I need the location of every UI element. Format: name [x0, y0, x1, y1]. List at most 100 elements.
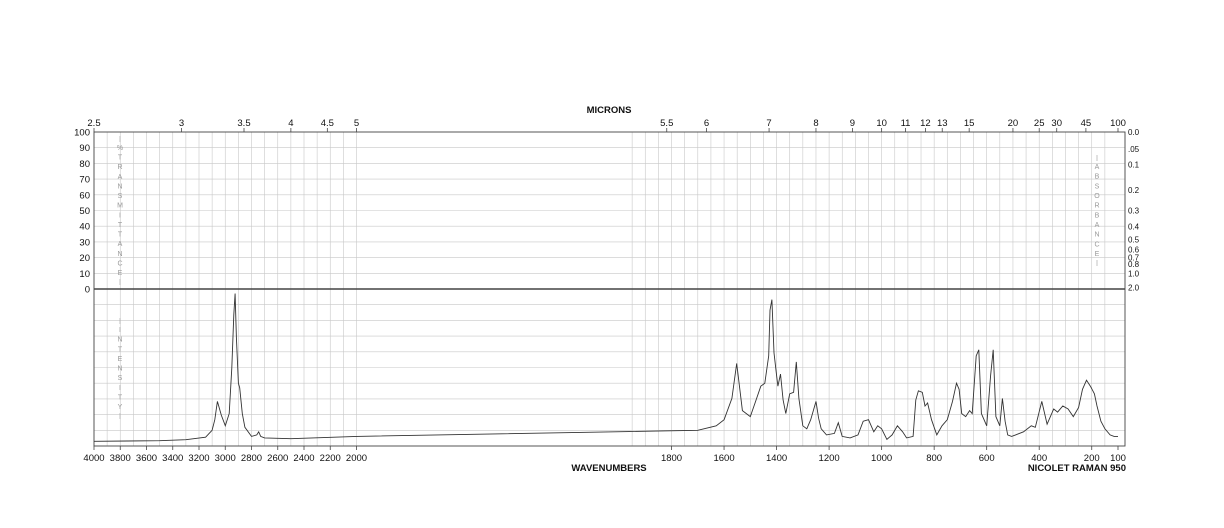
transmittance-vertical-label-letter: R	[117, 164, 122, 171]
wavenumber-tick-label: 3200	[188, 453, 209, 464]
absorbance-tick-label: 0.3	[1128, 206, 1140, 215]
micron-tick-label: 5	[354, 118, 359, 129]
transmittance-tick-label: 10	[79, 269, 90, 280]
transmittance-vertical-label-letter: I	[119, 212, 121, 219]
intensity-vertical-label-letter: I	[119, 327, 121, 334]
absorbance-tick-label: 0.4	[1128, 222, 1140, 231]
transmittance-tick-label: 70	[79, 175, 90, 186]
instrument-label: NICOLET RAMAN 950	[1028, 463, 1126, 474]
transmittance-vertical-label-letter: A	[118, 241, 123, 248]
micron-tick-label: 4	[288, 118, 293, 129]
micron-tick-label: 6	[704, 118, 709, 129]
intensity-vertical-label-letter: Y	[118, 404, 123, 411]
wavenumber-tick-label: 3000	[215, 453, 236, 464]
intensity-vertical-label-letter: I	[119, 385, 121, 392]
absorbance-tick-label: 0.2	[1128, 186, 1140, 195]
absorbance-vertical-label-letter: E	[1095, 251, 1100, 258]
wavenumber-tick-label: 600	[979, 453, 995, 464]
wavenumber-tick-label: 200	[1084, 453, 1100, 464]
wavenumber-tick-label: 100	[1110, 453, 1126, 464]
transmittance-vertical-label-letter: T	[118, 155, 123, 162]
micron-tick-label: 13	[937, 118, 948, 129]
micron-tick-label: 4.5	[321, 118, 334, 129]
wavenumber-tick-label: 1000	[871, 453, 892, 464]
wavenumber-tick-label: 1400	[766, 453, 787, 464]
intensity-vertical-label-letter: N	[117, 366, 122, 373]
transmittance-tick-label: 20	[79, 253, 90, 264]
transmittance-vertical-label-letter: N	[117, 251, 122, 258]
absorbance-vertical-label-letter: S	[1095, 183, 1100, 190]
wavenumber-tick-label: 1800	[661, 453, 682, 464]
micron-tick-label: 10	[876, 118, 887, 129]
absorbance-vertical-label-letter: A	[1095, 164, 1100, 171]
transmittance-vertical-label-letter: E	[118, 270, 123, 277]
transmittance-vertical-label-letter: M	[117, 203, 123, 210]
microns-axis-title: MICRONS	[587, 105, 632, 116]
chart-frame	[93, 128, 1126, 450]
micron-tick-label: 2.5	[87, 118, 100, 129]
transmittance-tick-label: 60	[79, 190, 90, 201]
micron-tick-label: 30	[1051, 118, 1062, 129]
absorbance-tick-label: 0.5	[1128, 235, 1140, 244]
transmittance-tick-label: 50	[79, 206, 90, 217]
wavenumbers-axis-title: WAVENUMBERS	[571, 463, 646, 474]
tick-labels: 4000 3800 3600 3400 3200 3000 2800 2600 2400 2200…	[74, 118, 1140, 464]
wavenumber-tick-label: 3400	[162, 453, 183, 464]
transmittance-tick-label: 90	[79, 143, 90, 154]
transmittance-vertical-label-letter: S	[118, 193, 123, 200]
wavenumber-tick-label: 400	[1031, 453, 1047, 464]
micron-tick-label: 45	[1081, 118, 1092, 129]
wavenumber-tick-label: 3600	[136, 453, 157, 464]
micron-tick-label: 15	[964, 118, 975, 129]
transmittance-tick-label: 0	[85, 285, 90, 296]
absorbance-vertical-label-letter: O	[1094, 193, 1100, 200]
transmittance-tick-label: 30	[79, 237, 90, 248]
wavenumber-tick-label: 2800	[241, 453, 262, 464]
micron-tick-label: 5.5	[660, 118, 673, 129]
intensity-vertical-label-letter: S	[118, 375, 123, 382]
intensity-vertical-label-letter: E	[118, 356, 123, 363]
absorbance-vertical-label-letter: N	[1094, 232, 1099, 239]
absorbance-tick-label: 0.7	[1128, 254, 1140, 263]
wavenumber-tick-label: 2200	[320, 453, 341, 464]
transmittance-vertical-label-letter: C	[117, 260, 122, 267]
wavenumber-tick-label: 1600	[713, 453, 734, 464]
micron-tick-label: 9	[850, 118, 855, 129]
wavenumber-tick-label: 2400	[293, 453, 314, 464]
wavenumber-tick-label: 4000	[83, 453, 104, 464]
intensity-vertical-label-letter: T	[118, 346, 123, 353]
wavenumber-tick-label: 3800	[110, 453, 131, 464]
micron-tick-label: 3	[179, 118, 184, 129]
spectrum-series-line	[93, 293, 1118, 442]
absorbance-tick-label: .05	[1128, 145, 1140, 154]
absorbance-vertical-label-letter: R	[1094, 203, 1099, 210]
absorbance-tick-label: 0.0	[1128, 128, 1140, 137]
absorbance-tick-label: 0.8	[1128, 260, 1140, 269]
micron-tick-label: 7	[766, 118, 771, 129]
wavenumber-tick-label: 2600	[267, 453, 288, 464]
intensity-vertical-label-letter: T	[118, 394, 123, 401]
micron-tick-label: 25	[1034, 118, 1045, 129]
transmittance-vertical-label-letter: T	[118, 222, 123, 229]
transmittance-vertical-label-letter: T	[118, 232, 123, 239]
absorbance-tick-label: 2.0	[1128, 283, 1140, 292]
absorbance-tick-label: 1.0	[1128, 269, 1140, 278]
transmittance-tick-label: 80	[79, 159, 90, 170]
wavenumber-tick-label: 800	[926, 453, 942, 464]
absorbance-vertical-label-letter: C	[1094, 241, 1099, 248]
transmittance-vertical-label-letter: %	[117, 145, 123, 152]
absorbance-vertical-label-letter: B	[1095, 212, 1100, 219]
micron-tick-label: 8	[813, 118, 818, 129]
micron-tick-label: 20	[1008, 118, 1019, 129]
absorbance-vertical-label-letter: B	[1095, 174, 1100, 181]
wavenumber-tick-label: 2000	[346, 453, 367, 464]
micron-tick-label: 3.5	[237, 118, 250, 129]
transmittance-tick-label: 40	[79, 222, 90, 233]
transmittance-vertical-label-letter: A	[118, 174, 123, 181]
absorbance-tick-label: 0.1	[1128, 160, 1140, 169]
micron-tick-label: 11	[901, 118, 911, 129]
micron-tick-label: 12	[920, 118, 931, 129]
transmittance-tick-label: 100	[74, 128, 90, 139]
micron-tick-label: 100	[1110, 118, 1126, 129]
